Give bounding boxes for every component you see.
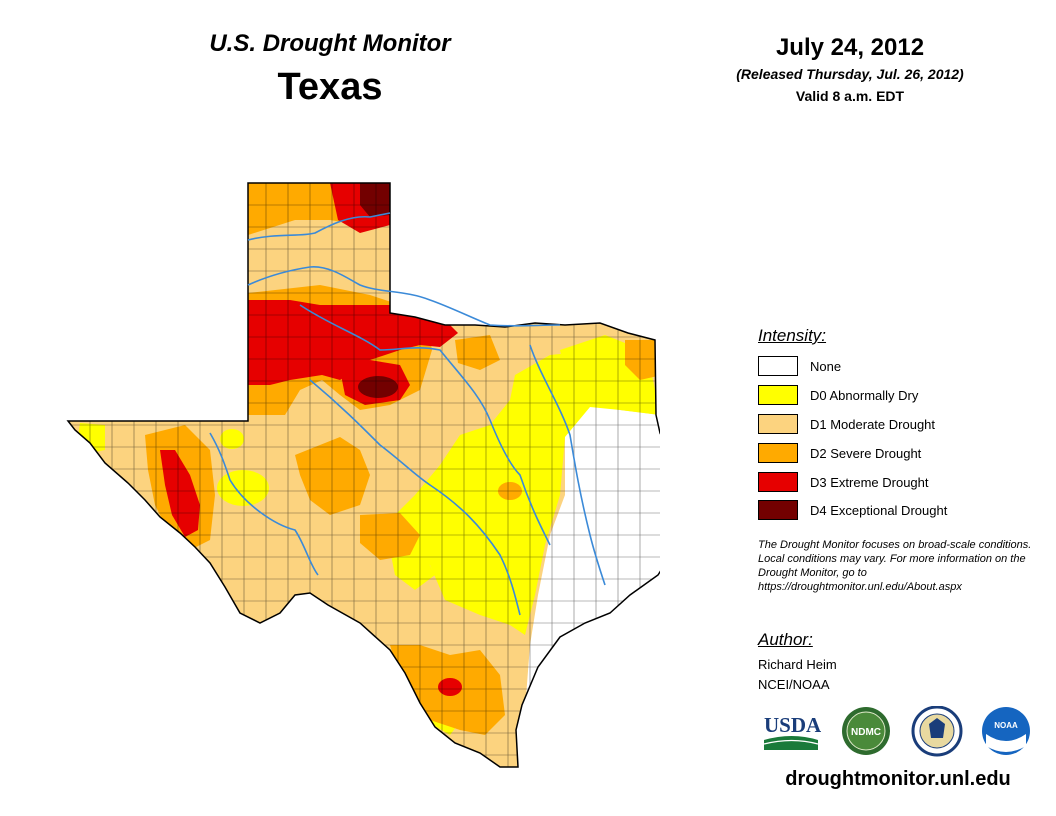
legend-label-d3: D3 Extreme Drought: [810, 474, 929, 490]
legend-item-d3: D3 Extreme Drought: [758, 471, 929, 493]
legend-swatch-d3: [758, 472, 798, 492]
d3-area-panhandle: [248, 300, 458, 385]
d4-area-rolling-plains: [358, 376, 398, 398]
legend-item-none: None: [758, 355, 841, 377]
texas-drought-map: [66, 182, 660, 768]
author-name: Richard Heim: [758, 657, 837, 672]
d4-area-north: [360, 183, 390, 217]
colorado-river: [309, 379, 521, 616]
state-name: Texas: [277, 66, 383, 108]
usda-logo-stripes: [764, 736, 818, 750]
legend-item-d4: D4 Exceptional Drought: [758, 499, 947, 521]
legend-swatch-d0: [758, 385, 798, 405]
legend-item-d2: D2 Severe Drought: [758, 442, 921, 464]
doc-seal: [911, 706, 963, 757]
d3-area-trans-pecos: [160, 450, 200, 537]
noaa-logo-text: NOAA: [994, 721, 1018, 730]
legend-swatch-d1: [758, 414, 798, 434]
canadian-river: [247, 212, 391, 241]
rio-grande: [209, 432, 319, 576]
texas-outline: [66, 182, 660, 768]
red-river: [247, 266, 561, 327]
website-url[interactable]: droughtmonitor.unl.edu: [785, 768, 1011, 790]
d0-area-far-west: [78, 423, 105, 453]
legend-label-d2: D2 Severe Drought: [810, 445, 922, 461]
disclaimer-note: The Drought Monitor focuses on broad-sca…: [758, 539, 1032, 593]
legend-item-d0: D0 Abnormally Dry: [758, 384, 918, 406]
map-title: U.S. Drought Monitor: [209, 30, 451, 57]
d3-area-south: [438, 678, 462, 696]
legend-label-none: None: [810, 358, 842, 374]
legend-item-d1: D1 Moderate Drought: [758, 413, 935, 435]
d2-area-north-central: [455, 335, 500, 370]
rivers: [209, 212, 606, 616]
valid-time: Valid 8 a.m. EDT: [795, 88, 905, 104]
legend-label-d4: D4 Exceptional Drought: [810, 502, 948, 518]
usda-logo-text: USDA: [764, 713, 822, 737]
legend-label-d1: D1 Moderate Drought: [810, 416, 936, 432]
ndmc-logo-text: NDMC: [851, 727, 881, 738]
legend-swatch-d4: [758, 500, 798, 520]
d0-area-northeast: [560, 335, 635, 385]
legend-title: Intensity:: [758, 326, 827, 345]
author-heading: Author:: [758, 630, 813, 649]
map-date: July 24, 2012: [775, 34, 925, 61]
author-organization: NCEI/NOAA: [758, 677, 830, 692]
d0-area-west: [217, 470, 269, 506]
d0-area-trans-pecos: [220, 429, 244, 449]
usda-logo: USDA: [763, 713, 822, 750]
d2-area-northeast: [625, 340, 660, 380]
brazos-river: [299, 304, 551, 546]
d0-area-central: [390, 350, 660, 635]
legend-swatch-d2: [758, 443, 798, 463]
ndmc-logo: NDMC: [842, 707, 890, 755]
d2-area-permian: [295, 437, 370, 515]
legend-swatch-none: [758, 356, 798, 376]
release-date: (Released Thursday, Jul. 26, 2012): [736, 66, 964, 82]
noaa-logo: NOAA: [982, 707, 1030, 755]
legend-label-d0: D0 Abnormally Dry: [810, 387, 919, 403]
d2-area-edwards: [360, 513, 420, 560]
agency-logos: USDA NDMC NOAA: [763, 706, 1030, 757]
trinity-river: [529, 344, 606, 586]
